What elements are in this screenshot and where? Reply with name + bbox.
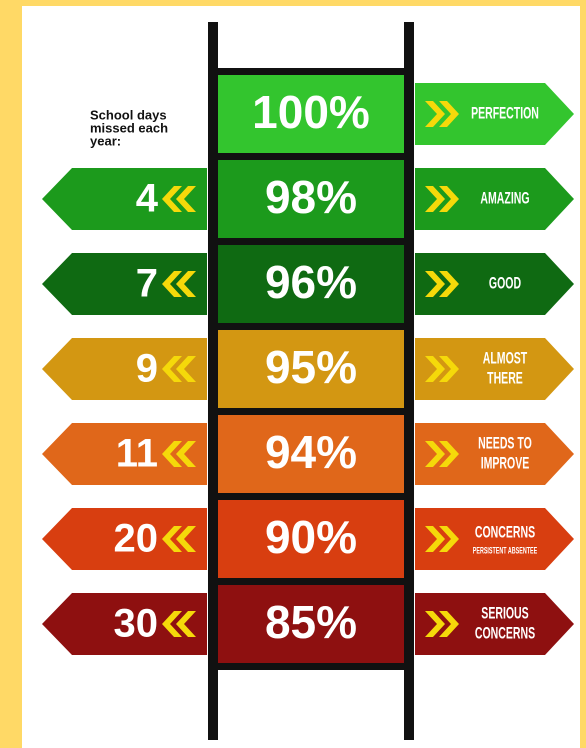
chevron	[439, 271, 459, 297]
chevron	[439, 186, 459, 212]
chevron	[176, 271, 196, 297]
days-arrow	[42, 253, 207, 315]
days-arrow	[42, 593, 207, 655]
label-arrow	[415, 168, 574, 230]
percent-cell	[218, 160, 404, 238]
days-text: 7	[136, 262, 158, 306]
chevron	[425, 271, 445, 297]
days-arrow	[42, 338, 207, 400]
percent-text: 95%	[265, 341, 357, 393]
chevron	[439, 101, 459, 127]
days-text: 4	[136, 177, 159, 221]
days-arrow	[42, 423, 207, 485]
chevron	[162, 441, 182, 467]
chevron	[162, 271, 182, 297]
chevron	[439, 356, 459, 382]
label-text: THERE	[487, 368, 523, 387]
percent-text: 98%	[265, 171, 357, 223]
percent-cell	[218, 75, 404, 153]
chevron	[425, 441, 445, 467]
percent-cell	[218, 500, 404, 578]
percent-text: 94%	[265, 426, 357, 478]
percent-cell	[218, 330, 404, 408]
chevron	[176, 611, 196, 637]
chevron	[439, 611, 459, 637]
label-arrow	[415, 338, 574, 400]
label-arrow	[415, 83, 574, 145]
percent-text: 100%	[252, 86, 370, 138]
percent-cell	[218, 585, 404, 663]
days-text: 30	[114, 602, 159, 646]
chevron	[162, 611, 182, 637]
label-text: ALMOST	[483, 348, 528, 367]
days-arrow	[42, 168, 207, 230]
header-text: year:	[90, 133, 121, 148]
chevron	[425, 526, 445, 552]
ladder-rail	[404, 22, 414, 740]
label-text: CONCERNS	[475, 522, 535, 541]
days-arrow	[42, 508, 207, 570]
note-text: PERSISTENT ABSENTEE	[473, 545, 538, 556]
chevron	[425, 356, 445, 382]
label-text: GOOD	[489, 273, 521, 292]
label-text: CONCERNS	[475, 623, 535, 642]
percent-text: 96%	[265, 256, 357, 308]
label-text: PERFECTION	[471, 103, 539, 122]
chevron	[162, 356, 182, 382]
chevron	[162, 526, 182, 552]
label-arrow	[415, 508, 574, 570]
label-arrow	[415, 423, 574, 485]
ladder-rail	[208, 22, 218, 740]
header-text: missed each	[90, 120, 168, 135]
chevron	[176, 441, 196, 467]
header-text: School days	[90, 107, 167, 122]
chevron	[425, 611, 445, 637]
chevron	[425, 186, 445, 212]
label-text: SERIOUS	[481, 603, 528, 622]
label-text: AMAZING	[480, 188, 529, 207]
days-text: 20	[114, 517, 159, 561]
percent-text: 85%	[265, 596, 357, 648]
days-text: 9	[136, 347, 158, 391]
chevron	[162, 186, 182, 212]
chevron	[176, 356, 196, 382]
chevron	[439, 526, 459, 552]
percent-text: 90%	[265, 511, 357, 563]
label-text: NEEDS TO	[478, 433, 532, 452]
label-arrow	[415, 253, 574, 315]
chevron	[176, 526, 196, 552]
label-text: IMPROVE	[481, 453, 530, 472]
percent-cell	[218, 245, 404, 323]
chevron	[425, 101, 445, 127]
label-arrow	[415, 593, 574, 655]
chevron	[176, 186, 196, 212]
percent-cell	[218, 415, 404, 493]
days-text: 11	[116, 432, 158, 476]
chevron	[439, 441, 459, 467]
